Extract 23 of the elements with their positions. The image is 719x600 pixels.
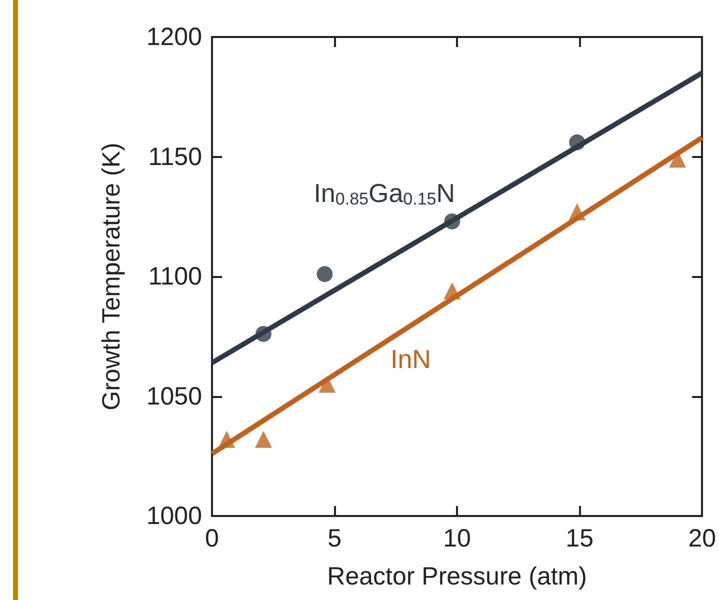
series-label: In0.85Ga0.15N [314, 178, 456, 208]
y-tick-label: 1000 [146, 502, 202, 530]
x-tick-label: 15 [566, 524, 594, 552]
point [255, 326, 272, 342]
x-tick-label: 10 [443, 524, 471, 552]
x-tick-label: 5 [328, 524, 342, 552]
point [568, 203, 586, 220]
point [569, 134, 586, 150]
x-axis-title: Reactor Pressure (atm) [327, 562, 587, 590]
point [444, 213, 460, 230]
point [444, 282, 461, 300]
point [318, 376, 336, 393]
y-tick-label: 1150 [148, 142, 202, 171]
x-tick-label: 20 [688, 524, 716, 552]
point [316, 266, 333, 282]
y-tick-label: 1200 [146, 23, 202, 51]
series-label: InN [390, 344, 431, 374]
x-tick-label: 0 [205, 524, 219, 552]
y-tick-label: 1050 [146, 382, 202, 410]
y-axis-title: Growth Temperature (K) [98, 142, 126, 410]
point [254, 430, 272, 448]
point [218, 430, 236, 448]
y-tick-label: 1100 [148, 262, 202, 290]
